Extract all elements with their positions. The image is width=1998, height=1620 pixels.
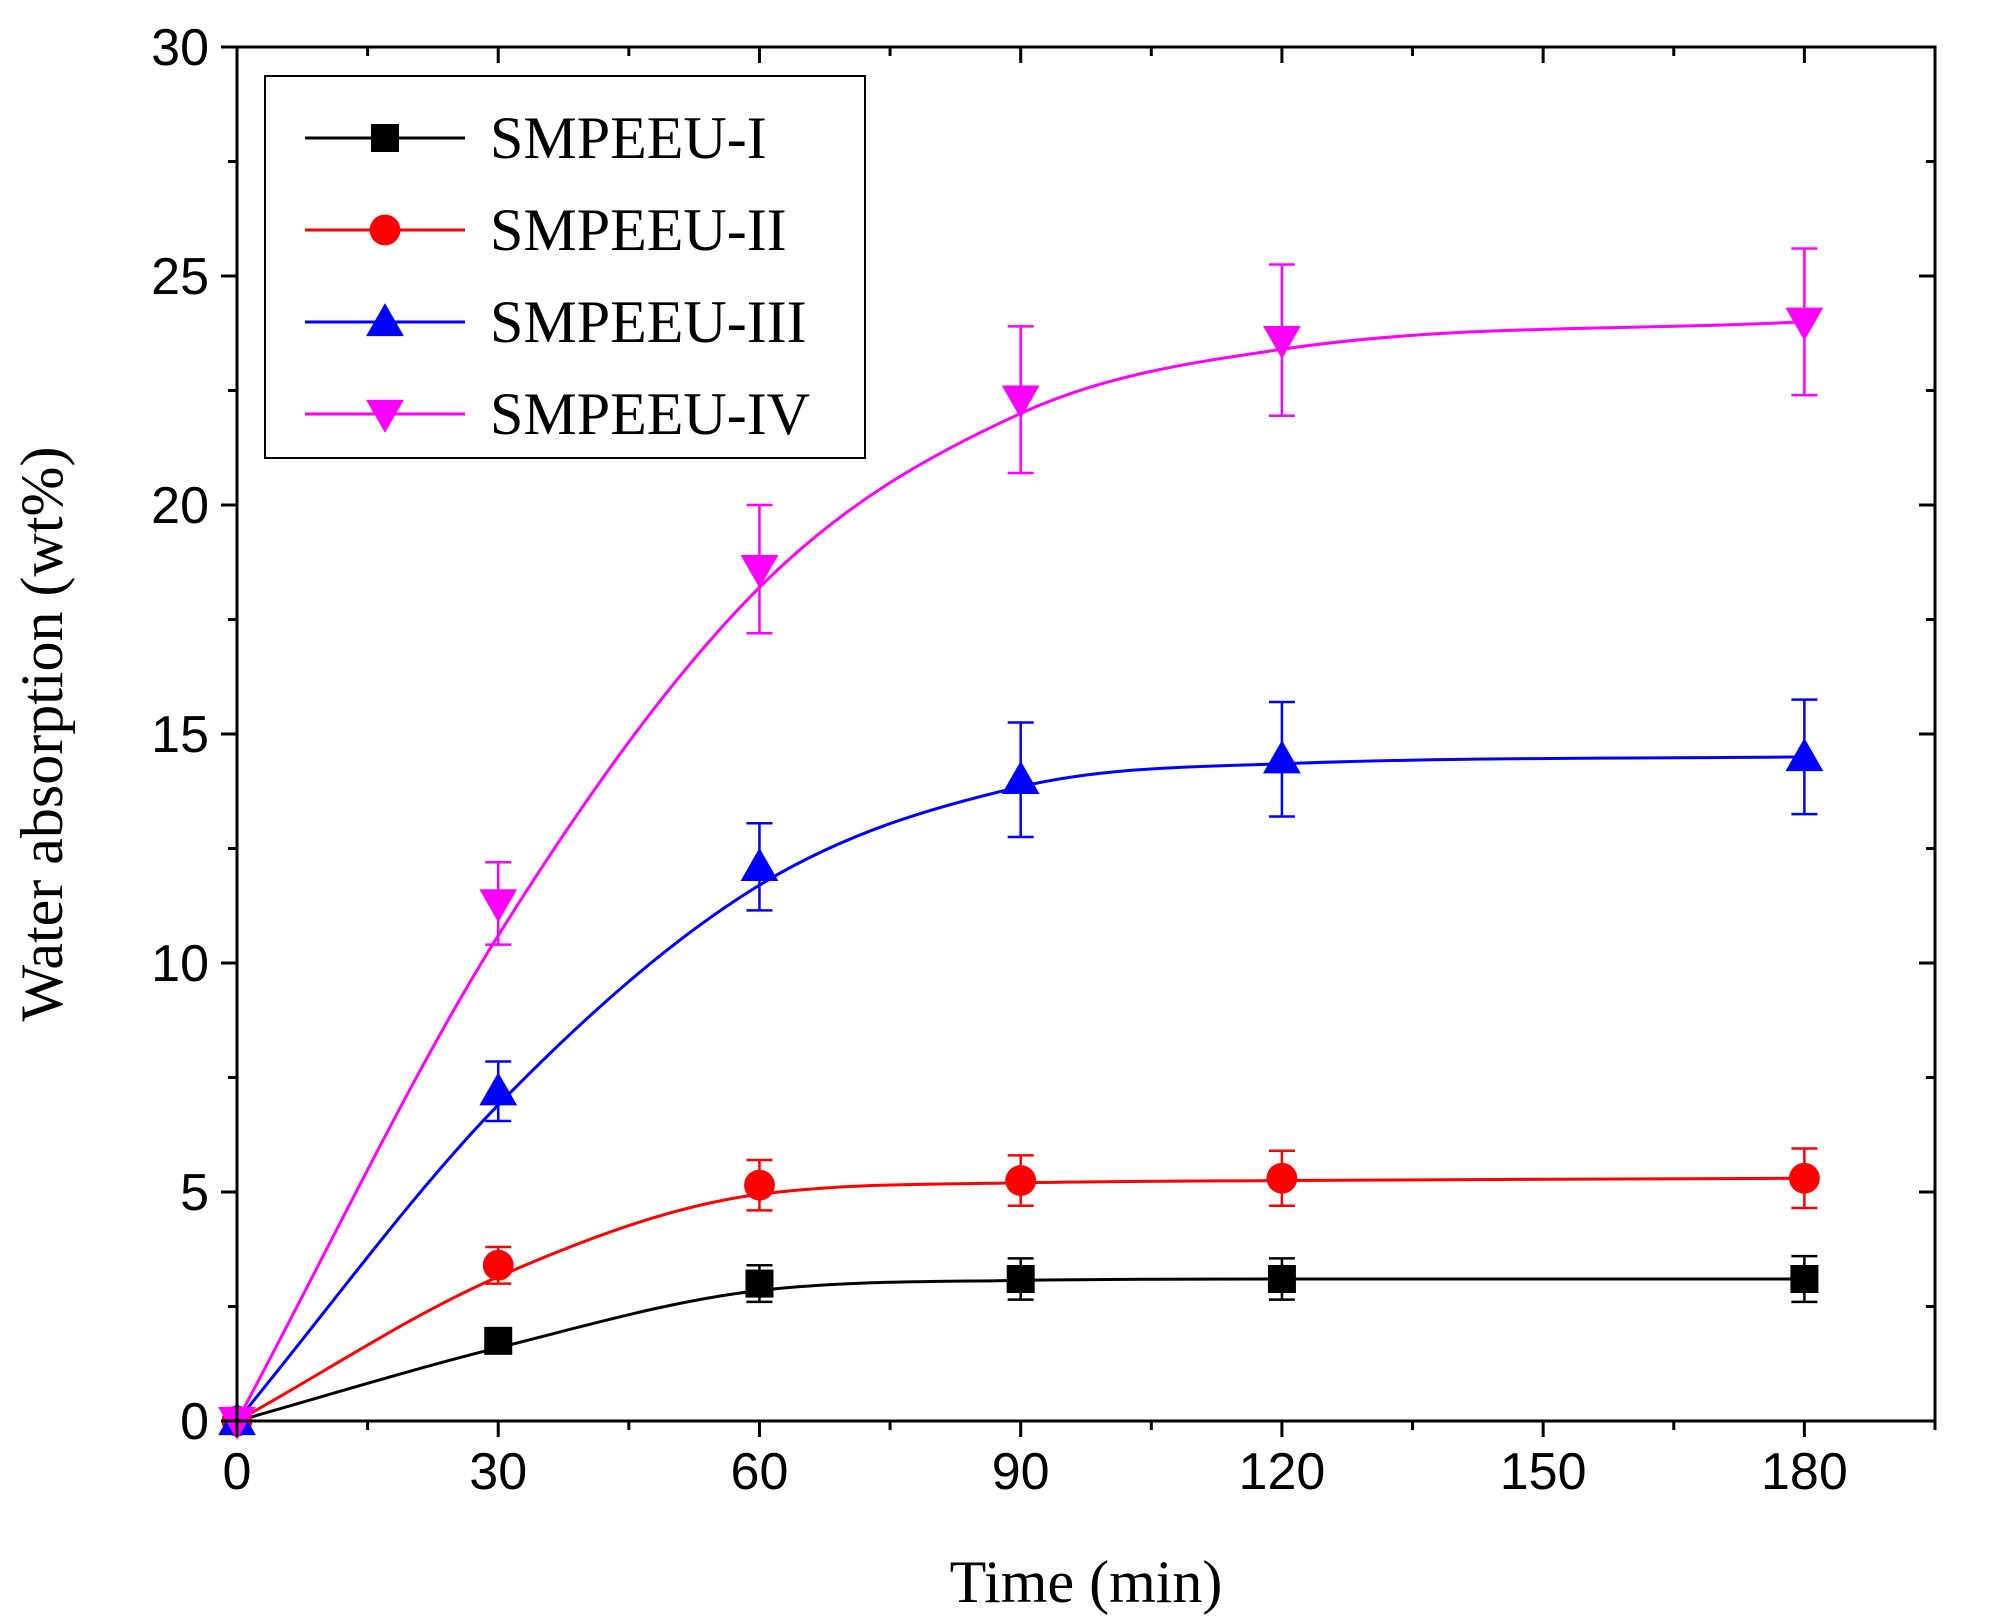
y-tick-label: 0 — [180, 1393, 209, 1451]
legend-label: SMPEEU-I — [490, 105, 767, 171]
y-axis-title: Water absorption (wt%) — [9, 447, 75, 1022]
data-point — [1788, 1162, 1820, 1194]
legend-marker — [366, 399, 404, 433]
x-tick-label: 90 — [992, 1443, 1050, 1501]
data-point — [1266, 1162, 1298, 1194]
x-tick-label: 60 — [731, 1443, 789, 1501]
data-point — [484, 1326, 513, 1355]
data-point — [479, 1072, 518, 1106]
legend-marker — [366, 303, 404, 337]
data-point — [1006, 1265, 1035, 1294]
x-tick-label: 30 — [469, 1443, 527, 1501]
legend-label: SMPEEU-IV — [490, 381, 810, 447]
data-point — [1005, 1165, 1037, 1196]
legend-marker — [371, 124, 399, 152]
series-line — [236, 1176, 1805, 1423]
y-tick-label: 15 — [151, 706, 209, 764]
y-tick-label: 30 — [151, 19, 209, 77]
x-tick-label: 150 — [1500, 1443, 1587, 1501]
data-point — [740, 554, 779, 589]
legend-label: SMPEEU-II — [490, 197, 787, 263]
fit-curves — [235, 320, 1805, 1423]
x-tick-label: 180 — [1761, 1443, 1848, 1501]
data-point — [479, 889, 518, 923]
data-point — [1790, 1265, 1819, 1294]
data-point — [744, 1169, 775, 1201]
axis-tick-labels: 0 30 60 90 120 150 180 0 5 10 15 20 25 30 — [151, 19, 1848, 1501]
y-tick-label: 25 — [151, 248, 209, 306]
data-point — [1263, 740, 1301, 774]
y-tick-label: 20 — [151, 477, 209, 535]
data-point — [745, 1269, 774, 1298]
x-tick-label: 120 — [1239, 1443, 1326, 1501]
legend-box — [264, 75, 866, 459]
data-point — [740, 847, 779, 881]
series-line — [235, 320, 1805, 1422]
legend-label: SMPEEU-III — [490, 289, 807, 355]
data-point — [482, 1249, 514, 1281]
data-point — [1785, 307, 1824, 341]
data-markers — [218, 307, 1824, 1440]
data-point — [1263, 325, 1301, 360]
legend-marker — [369, 214, 401, 246]
data-point — [1001, 385, 1040, 419]
data-point — [1267, 1265, 1296, 1294]
series-line — [235, 755, 1805, 1422]
y-tick-label: 10 — [151, 935, 209, 993]
data-point — [1785, 738, 1824, 772]
x-axis-title: Time (min) — [950, 1549, 1223, 1615]
data-point — [1001, 760, 1040, 794]
x-tick-label: 0 — [223, 1443, 252, 1501]
axis-ticks — [221, 45, 1937, 1437]
y-tick-label: 5 — [180, 1164, 209, 1222]
legend: SMPEEU-I SMPEEU-II SMPEEU-III SMPEEU-IV — [264, 75, 866, 459]
series-line — [236, 1277, 1805, 1423]
